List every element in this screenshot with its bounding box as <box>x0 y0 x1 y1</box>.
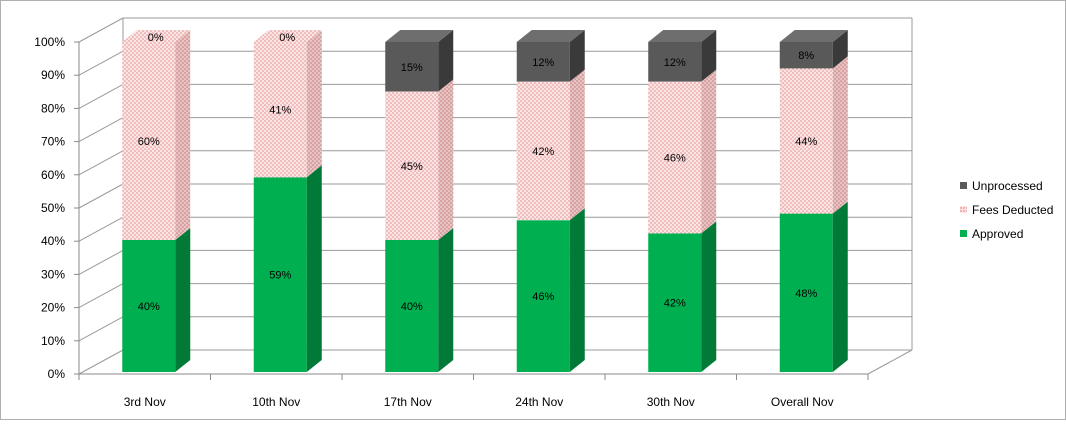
bar-segment-front <box>385 91 439 240</box>
bar-segment-side <box>832 56 848 214</box>
gridline-side <box>78 216 124 242</box>
bar-segment-front <box>253 42 307 178</box>
y-tick-label: 0% <box>48 367 66 381</box>
gridline-side <box>78 316 124 342</box>
bar-segment-front <box>122 240 176 372</box>
gridline-side <box>78 117 124 143</box>
bar-data-label: 48% <box>795 288 817 300</box>
bar-data-label: 12% <box>532 57 554 69</box>
legend: Unprocessed Fees Deducted Approved <box>960 179 1053 241</box>
gridline-side <box>78 150 124 176</box>
bar-segment-front <box>779 213 833 372</box>
legend-swatch <box>960 206 967 213</box>
x-tick-label: Overall Nov <box>771 395 834 409</box>
bar-data-label: 12% <box>664 57 686 69</box>
bar-segment-side <box>175 228 191 372</box>
x-tick-label: 24th Nov <box>515 395 563 409</box>
bar-segment-side <box>701 69 717 234</box>
x-tick-label: 17th Nov <box>384 395 432 409</box>
bar-segment-side <box>569 208 585 372</box>
bar-data-label: 42% <box>532 146 554 158</box>
bar-data-label: 8% <box>798 50 814 62</box>
bar-segment-front <box>253 177 307 372</box>
bar-segment-front <box>385 42 439 92</box>
bar-segment-front <box>385 240 439 372</box>
bar-segment-front <box>779 68 833 214</box>
bar-top-face <box>516 30 585 42</box>
bar-top-face <box>385 30 454 42</box>
floor-right-edge <box>867 349 913 375</box>
bar-data-label: 45% <box>401 161 423 173</box>
bar-segment-side <box>832 30 848 69</box>
bar-segment-side <box>832 201 848 372</box>
bar-top-face <box>122 30 191 42</box>
bar-segment-front <box>516 81 570 221</box>
gridline-side <box>78 249 124 275</box>
gridline-side <box>78 183 124 209</box>
bar-segment-side <box>175 30 191 240</box>
legend-label: Approved <box>972 227 1023 241</box>
y-tick-label: 40% <box>41 234 65 248</box>
bar-segment-side <box>438 30 454 92</box>
bar-segment-front <box>779 42 833 69</box>
bar-top-face <box>253 30 322 42</box>
y-tick-label: 90% <box>41 68 65 82</box>
bar-segment-front <box>122 42 176 240</box>
bar-data-label: 40% <box>138 301 160 313</box>
bar-data-label: 15% <box>401 62 423 74</box>
gridline-side <box>78 50 124 76</box>
bar-segment-side <box>569 30 585 82</box>
bar-data-label: 0% <box>148 32 164 44</box>
x-tick-label: 3rd Nov <box>124 395 166 409</box>
axes: 0% 10% 20% 30% 40% 50% 60% 70% 80% 90% 100% 3rd Nov… <box>34 35 869 409</box>
data-labels: 40% 60% 0% 59% 41% 0% 40% 45% 15% 46% 42% 12% 42% 46%… <box>138 32 818 313</box>
bar-segment-side <box>569 69 585 221</box>
bar-segment-front <box>648 233 702 372</box>
bar-data-label: 0% <box>279 32 295 44</box>
bar-top-face <box>648 30 717 42</box>
bar-segment-side <box>438 228 454 372</box>
bars <box>122 30 848 372</box>
gridline-side <box>78 83 124 109</box>
bar-data-label: 44% <box>795 136 817 148</box>
bar-data-label: 46% <box>664 153 686 165</box>
legend-label: Fees Deducted <box>972 203 1053 217</box>
y-tick-label: 100% <box>34 35 65 49</box>
y-tick-label: 60% <box>41 168 65 182</box>
y-tick-label: 30% <box>41 267 65 281</box>
bar-segment-front <box>516 42 570 82</box>
y-tick-label: 20% <box>41 301 65 315</box>
bar-data-label: 41% <box>269 105 291 117</box>
bar-data-label: 42% <box>664 298 686 310</box>
y-tick-label: 70% <box>41 135 65 149</box>
bar-segment-front <box>648 81 702 234</box>
legend-swatch <box>960 182 967 189</box>
gridline-side <box>78 17 124 43</box>
bar-data-label: 60% <box>138 136 160 148</box>
legend-swatch <box>960 230 967 237</box>
bar-data-label: 46% <box>532 291 554 303</box>
gridline-side <box>78 283 124 309</box>
bar-segment-side <box>306 165 322 372</box>
bar-segment-side <box>438 79 454 240</box>
x-tick-label: 30th Nov <box>647 395 695 409</box>
bar-segment-front <box>648 42 702 82</box>
bar-segment-side <box>701 30 717 82</box>
bar-top-face <box>779 30 848 42</box>
bar-data-label: 40% <box>401 301 423 313</box>
bar-segment-side <box>701 221 717 372</box>
legend-label: Unprocessed <box>972 179 1043 193</box>
x-tick-label: 10th Nov <box>252 395 300 409</box>
y-tick-label: 80% <box>41 101 65 115</box>
y-tick-label: 50% <box>41 201 65 215</box>
bar-data-label: 59% <box>269 270 291 282</box>
y-tick-label: 10% <box>41 334 65 348</box>
bar-segment-side <box>306 30 322 178</box>
bar-segment-front <box>516 220 570 372</box>
gridline-side <box>78 349 124 375</box>
